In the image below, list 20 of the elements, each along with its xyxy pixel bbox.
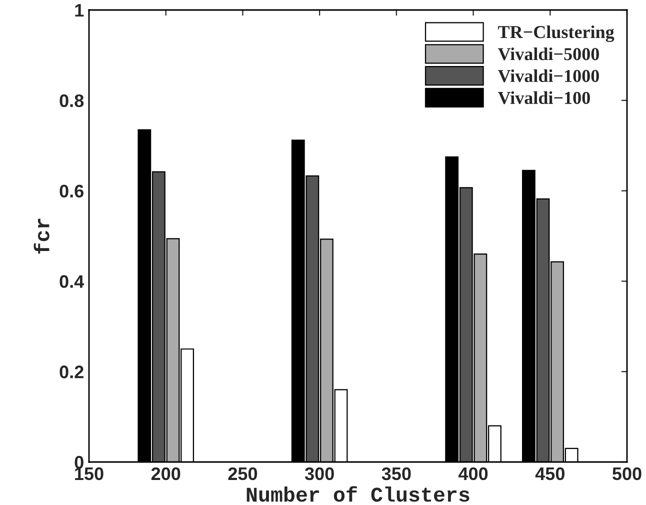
x-tick-label: 450 [535, 467, 564, 480]
x-tick-label: 200 [151, 467, 180, 480]
x-tick-label: 250 [228, 467, 258, 480]
x-tick-label: 400 [458, 467, 488, 480]
y-tick-label: 0.8 [60, 94, 84, 108]
x-tick-label: 150 [75, 467, 104, 480]
y-tick-label: 0.2 [60, 366, 84, 378]
x-tick-label: 350 [382, 467, 411, 480]
y-tick-label: 1 [75, 4, 84, 17]
y-tick-label: 0.4 [60, 275, 84, 288]
y-tick-label: 0 [74, 456, 84, 469]
x-tick-label: 500 [612, 467, 642, 480]
y-tick-label: 0.6 [60, 184, 84, 198]
legend-label: Vivaldi−100 [498, 91, 590, 104]
legend-label: Vivaldi−5000 [498, 48, 599, 60]
legend-label: Vivaldi−1000 [498, 69, 599, 82]
y-axis-title: fcr [34, 218, 50, 254]
x-axis-title: Number of Clusters [246, 486, 470, 502]
x-tick-label: 300 [304, 467, 334, 480]
legend-label: TR−Clustering [498, 25, 614, 42]
